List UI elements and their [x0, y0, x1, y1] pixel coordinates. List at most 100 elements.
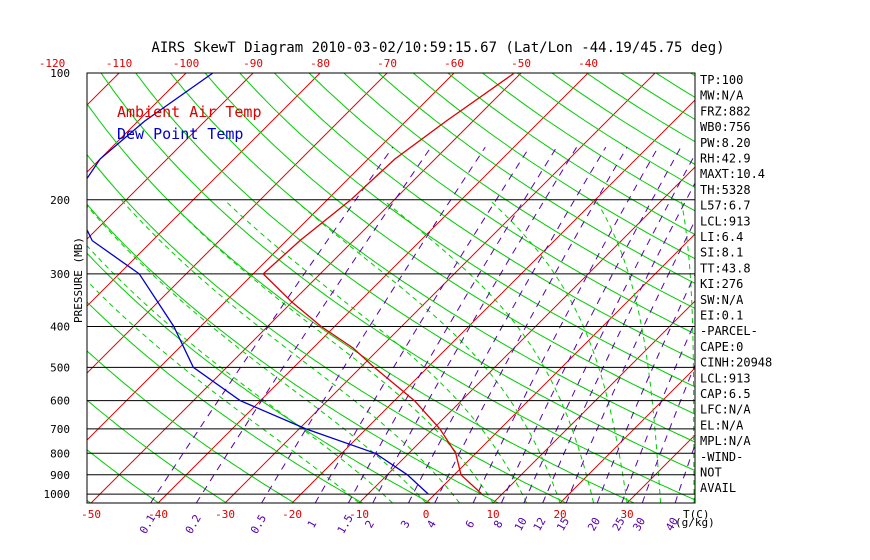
- bottom-temp-tick-label: -30: [215, 508, 235, 521]
- moist-adiabat-line: [223, 199, 528, 503]
- dry-adiabat-line: [87, 203, 499, 503]
- pressure-tick-label: 900: [50, 469, 70, 482]
- bottom-unit-label: T(C): [683, 508, 710, 521]
- mixing-ratio-tick-label: 0.2: [183, 512, 204, 536]
- index-item: L57:6.7: [700, 199, 751, 213]
- isotherm-line: [87, 73, 187, 173]
- isotherm-line: [291, 99, 695, 503]
- sounding-curves: [87, 73, 515, 495]
- mixing-ratio-tick-label: 0.5: [248, 512, 269, 536]
- dry-adiabat-line: [343, 73, 695, 309]
- bottom-temp-tick-label: -50: [81, 508, 101, 521]
- pressure-tick-label: 700: [50, 423, 70, 436]
- index-item: CAPE:0: [700, 340, 743, 354]
- top-temp-tick-label: -80: [310, 57, 330, 70]
- dry-adiabat-line: [204, 73, 695, 415]
- index-item: MAXT:10.4: [700, 167, 765, 181]
- isotherm-line: [87, 73, 321, 307]
- bottom-temp-tick-label: -40: [148, 508, 168, 521]
- index-item: KI:276: [700, 277, 743, 291]
- dry-adiabat-line: [87, 350, 295, 503]
- dry-adiabat-line: [378, 73, 695, 284]
- bottom-temp-tick-label: -10: [349, 508, 369, 521]
- top-temp-tick-label: -90: [243, 57, 263, 70]
- dry-adiabat-line: [170, 73, 695, 443]
- isotherm-line: [358, 166, 695, 503]
- legend-dew-point: Dew Point Temp: [117, 125, 243, 143]
- isotherm-line: [87, 73, 388, 374]
- index-item: -PARCEL-: [700, 324, 758, 338]
- index-item: LFC:N/A: [700, 403, 751, 417]
- bottom-temp-tick-label: 20: [553, 508, 566, 521]
- dry-adiabat-line: [87, 449, 159, 503]
- chart-title: AIRS SkewT Diagram 2010-03-02/10:59:15.6…: [151, 40, 724, 56]
- bottom-temp-tick-label: 10: [486, 508, 499, 521]
- index-item: WB0:756: [700, 120, 751, 134]
- index-item: SW:N/A: [700, 293, 744, 307]
- mixing-ratio-tick-label: 10: [512, 515, 530, 533]
- top-temp-tick-label: -70: [377, 57, 397, 70]
- bottom-temp-tick-label: 0: [423, 508, 430, 521]
- dry-adiabat-line: [0, 73, 23, 503]
- dry-adiabat-line: [447, 73, 695, 236]
- top-temp-tick-label: -120: [39, 57, 66, 70]
- top-temp-tick-label: -110: [106, 57, 133, 70]
- mixing-ratio-tick-label: 6: [463, 518, 478, 530]
- plot-grid: [0, 73, 870, 503]
- moist-adiabat-line: [595, 199, 662, 503]
- dew-point-curve: [87, 73, 429, 495]
- index-item: TT:43.8: [700, 261, 751, 275]
- pressure-tick-label: 500: [50, 361, 70, 374]
- index-item: TH:5328: [700, 183, 751, 197]
- dry-adiabat-line: [87, 399, 227, 503]
- index-item: LI:6.4: [700, 230, 743, 244]
- pressure-tick-label: 300: [50, 268, 70, 281]
- index-item: CINH:20948: [700, 356, 772, 370]
- mixing-ratio-tick-label: 30: [630, 515, 648, 533]
- pressure-tick-label: 1000: [44, 488, 71, 501]
- dry-adiabat-line: [87, 252, 431, 503]
- index-item: RH:42.9: [700, 152, 751, 166]
- moist-adiabat-line: [87, 204, 427, 503]
- dry-adiabat-line: [239, 73, 695, 388]
- moist-adiabat-line: [382, 199, 595, 503]
- mixing-ratio-tick-label: 40: [663, 515, 681, 533]
- isotherm-line: [87, 73, 455, 441]
- moist-adiabat-line: [680, 199, 695, 503]
- isotherm-line: [559, 367, 695, 503]
- index-item: CAP:6.5: [700, 387, 751, 401]
- dry-adiabat-line: [829, 73, 870, 503]
- isotherm-line: [157, 73, 589, 503]
- top-temp-tick-label: -40: [578, 57, 598, 70]
- dry-adiabat-line: [308, 73, 695, 335]
- dry-adiabat-line: [100, 73, 695, 501]
- pressure-tick-label: 200: [50, 194, 70, 207]
- top-temp-tick-label: -50: [511, 57, 531, 70]
- mixing-ratio-tick-label: 25: [610, 515, 628, 533]
- dry-adiabat-line: [795, 73, 870, 503]
- index-item: LCL:913: [700, 371, 751, 385]
- moist-adiabat-line: [120, 199, 460, 503]
- mixing-ratio-tick-label: 15: [554, 515, 572, 533]
- isotherm-line: [761, 73, 870, 503]
- isotherm-line: [224, 73, 656, 503]
- index-item: AVAIL: [700, 481, 736, 495]
- plot-border: [86, 72, 696, 504]
- isotherm-line: [828, 73, 870, 503]
- mixing-ratio-tick-label: 2: [362, 518, 377, 530]
- isotherm-line: [492, 300, 695, 503]
- isotherm-line: [87, 73, 120, 106]
- index-item: -WIND-: [700, 450, 743, 464]
- index-item: LCL:913: [700, 214, 751, 228]
- plot-frame: [86, 72, 696, 504]
- mixing-ratio-tick-label: 3: [398, 518, 413, 530]
- mixing-ratio-line: [195, 146, 432, 503]
- bottom-temp-tick-label: -20: [282, 508, 302, 521]
- index-item: TP:100: [700, 73, 743, 87]
- moist-adiabat-line: [294, 199, 561, 503]
- index-item: SI:8.1: [700, 246, 743, 260]
- index-item: EL:N/A: [700, 418, 744, 432]
- isotherm-line: [90, 73, 522, 503]
- air-temp-curve: [262, 73, 515, 495]
